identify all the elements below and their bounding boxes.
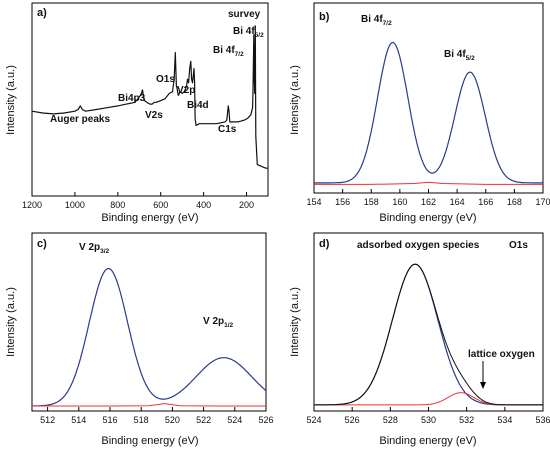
x-tick-label: 162 xyxy=(421,197,436,207)
x-tick-label: 534 xyxy=(497,415,512,425)
annotation-o1s: O1s xyxy=(156,74,175,85)
x-tick-label: 520 xyxy=(165,415,180,425)
plot-frame xyxy=(313,2,544,194)
x-tick-label: 516 xyxy=(102,415,117,425)
annotation-v-2p12: V 2p1/2 xyxy=(203,316,234,329)
x-tick-label: 514 xyxy=(71,415,86,425)
panel-d: 524 526 528 530 532 534 536 d) O1s adsorbed ox… xyxy=(289,232,550,447)
x-tick-label: 518 xyxy=(134,415,149,425)
plot-frame xyxy=(313,232,544,412)
x-tick-label: 164 xyxy=(450,197,465,207)
panel-b: 154 156 158 160 162 164 166 168 170 b) Binding e… xyxy=(289,2,550,224)
panel-label: d) xyxy=(319,238,330,250)
annotation-bi4p3: Bi4p3 xyxy=(118,93,146,104)
x-tick-label: 400 xyxy=(196,200,211,210)
annotation-bi4d: Bi4d xyxy=(187,100,209,111)
panel-a: 1200 1000 800 600 400 200 a) survey Binding e… xyxy=(5,2,269,224)
series-group xyxy=(314,263,543,406)
annotation-v2p: V2p xyxy=(177,85,195,96)
x-tick-label: 156 xyxy=(335,197,350,207)
x-tick-label: 536 xyxy=(535,415,550,425)
annotation-lattice-oxygen: lattice oxygen xyxy=(468,349,535,360)
x-tick-label: 158 xyxy=(364,197,379,207)
series-line-1 xyxy=(314,181,543,185)
x-tick-label: 170 xyxy=(535,197,550,207)
panel-label: b) xyxy=(319,11,330,23)
x-tick-label: 160 xyxy=(392,197,407,207)
x-tick-label: 526 xyxy=(345,415,360,425)
panel-label: a) xyxy=(37,7,47,19)
x-tick-label: 530 xyxy=(421,415,436,425)
annotation-bi-4f72: Bi 4f7/2 xyxy=(361,14,392,27)
series-line-0 xyxy=(314,41,543,184)
plot-frame xyxy=(31,232,267,412)
y-axis-label: Intensity (a.u.) xyxy=(5,65,17,135)
x-ticks: 512 514 516 518 520 522 524 526 xyxy=(40,407,274,425)
chart-title: survey xyxy=(228,9,261,20)
chart-title: O1s xyxy=(509,240,528,251)
x-tick-label: 154 xyxy=(306,197,321,207)
x-tick-label: 200 xyxy=(239,200,254,210)
annotation-auger-peaks: Auger peaks xyxy=(50,114,110,125)
annotation-bi-4f52: Bi 4f5/2 xyxy=(444,49,475,62)
series-line-0 xyxy=(32,268,267,407)
x-axis-label: Binding energy (eV) xyxy=(101,212,198,224)
x-tick-label: 1000 xyxy=(65,200,85,210)
y-axis-label: Intensity (a.u.) xyxy=(289,65,301,135)
plot-frame xyxy=(31,2,269,197)
annotation-v2s: V2s xyxy=(145,110,163,121)
series-line-2 xyxy=(314,263,543,406)
x-tick-label: 524 xyxy=(306,415,321,425)
series-line-0 xyxy=(31,25,268,169)
annotation-bi-4f72: Bi 4f7/2 xyxy=(213,45,244,58)
series-group xyxy=(314,41,543,185)
annotation-adsorbed-oxygen: adsorbed oxygen species xyxy=(357,240,480,251)
series-group xyxy=(31,25,268,169)
panel-label: c) xyxy=(37,238,47,250)
x-axis-label: Binding energy (eV) xyxy=(379,435,476,447)
x-tick-label: 526 xyxy=(258,415,273,425)
y-axis-label: Intensity (a.u.) xyxy=(289,287,301,357)
x-axis-label: Binding energy (eV) xyxy=(101,435,198,447)
series-line-1 xyxy=(32,403,266,407)
x-tick-label: 168 xyxy=(507,197,522,207)
x-tick-label: 1200 xyxy=(22,200,42,210)
x-axis-label: Binding energy (eV) xyxy=(379,212,476,224)
panel-c: 512 514 516 518 520 522 524 526 c) Binding ener… xyxy=(5,232,274,447)
x-tick-label: 524 xyxy=(227,415,242,425)
x-tick-label: 528 xyxy=(383,415,398,425)
x-tick-label: 532 xyxy=(459,415,474,425)
x-tick-label: 512 xyxy=(40,415,55,425)
annotation-c1s: C1s xyxy=(218,124,237,135)
annotation-v-2p32: V 2p3/2 xyxy=(79,242,110,255)
x-ticks: 154 156 158 160 162 164 166 168 170 xyxy=(306,189,550,207)
lattice-oxygen-arrowhead xyxy=(480,382,486,389)
x-tick-label: 800 xyxy=(110,200,125,210)
x-tick-label: 600 xyxy=(153,200,168,210)
annotation-bi-4f52: Bi 4f5/2 xyxy=(233,26,264,39)
x-tick-label: 166 xyxy=(478,197,493,207)
x-tick-label: 522 xyxy=(196,415,211,425)
x-ticks: 1200 1000 800 600 400 200 xyxy=(22,192,254,210)
x-ticks: 524 526 528 530 532 534 536 xyxy=(306,407,550,425)
series-group xyxy=(32,268,267,407)
y-axis-label: Intensity (a.u.) xyxy=(5,287,17,357)
